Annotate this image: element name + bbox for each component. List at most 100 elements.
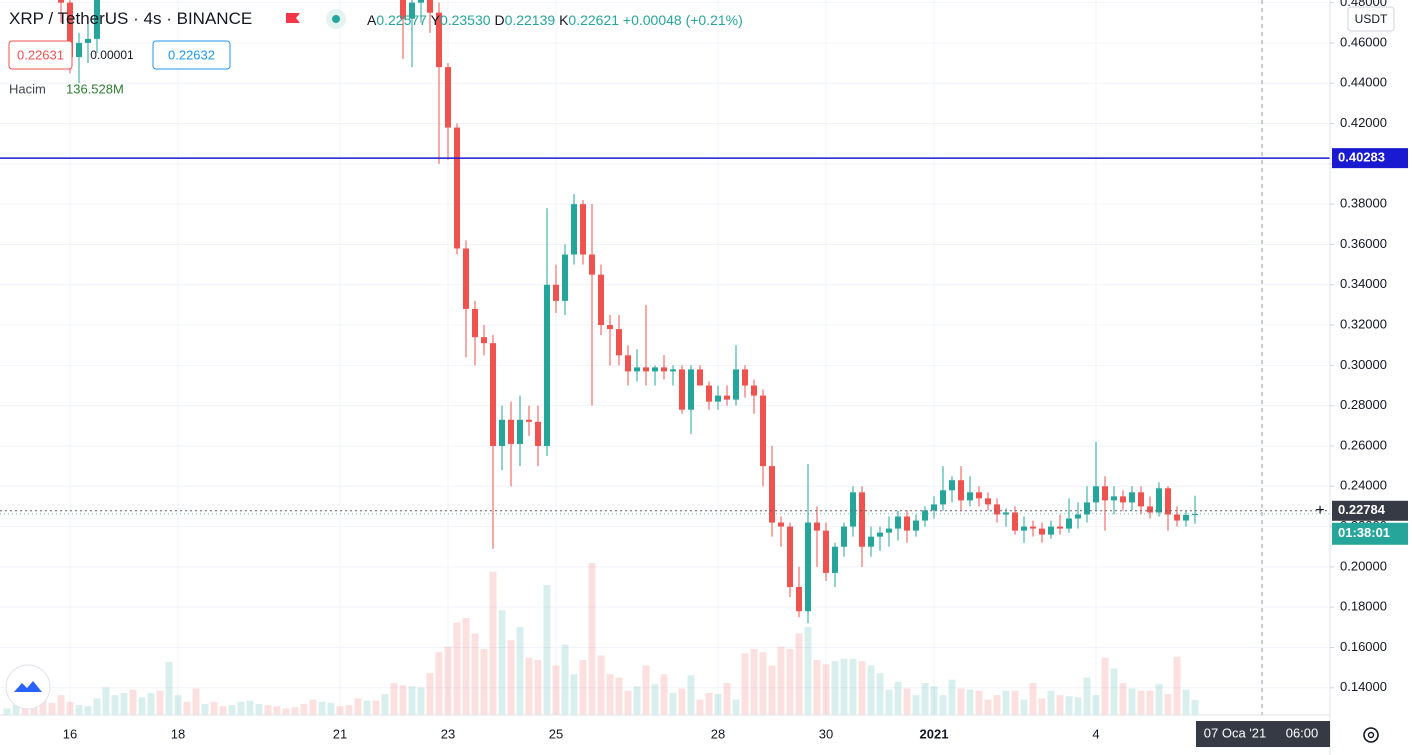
candle-body <box>715 395 721 402</box>
volume-bar <box>426 673 434 715</box>
cursor-date: 07 Oca '21 <box>1204 725 1266 740</box>
x-tick-label: 30 <box>819 726 833 741</box>
volume-bar <box>435 652 443 715</box>
ohlc-letter: A <box>367 12 377 28</box>
volume-bar <box>768 665 776 715</box>
candle-body <box>526 419 532 422</box>
plus-icon: + <box>1315 502 1324 519</box>
candle-body <box>1057 526 1063 529</box>
volume-bar <box>138 697 146 715</box>
status-icon[interactable] <box>332 15 340 23</box>
bid-price: 0.22631 <box>17 47 64 62</box>
volume-bar <box>453 622 461 715</box>
volume-bar <box>336 706 344 715</box>
candle-body <box>409 2 415 19</box>
candle-body <box>751 385 757 396</box>
candle-body <box>742 369 748 386</box>
candle-body <box>418 0 424 3</box>
volume-bar <box>615 677 623 715</box>
countdown-box <box>1332 522 1408 545</box>
volume-bar <box>804 626 812 715</box>
volume-bar <box>795 633 803 715</box>
volume-value: 136.528M <box>66 81 124 96</box>
grid <box>0 0 1330 715</box>
volume-bar <box>885 689 893 715</box>
axes: 0.140000.160000.180000.200000.220000.240… <box>63 0 1408 741</box>
last-price-box <box>1332 500 1408 521</box>
bid-box[interactable] <box>8 40 73 70</box>
volume-bar <box>93 698 101 715</box>
candle-body <box>724 395 730 400</box>
candle-body <box>805 522 811 612</box>
volume-bar <box>498 610 506 715</box>
candle-body <box>679 369 685 410</box>
candle-body <box>454 127 460 249</box>
candle-body <box>994 504 1000 515</box>
flag-icon[interactable] <box>286 13 300 23</box>
volume-bar <box>561 644 569 715</box>
volume-bar <box>957 688 965 715</box>
volume-bar <box>309 699 317 715</box>
volume-bar <box>201 703 209 715</box>
volume-bar <box>516 626 524 715</box>
volume-bar <box>39 698 47 715</box>
volume-title: Hacim <box>9 81 46 96</box>
volume-bar <box>1164 694 1172 715</box>
volume-bar <box>1056 695 1064 715</box>
volume-bar <box>174 695 182 715</box>
volume-bar <box>750 648 758 715</box>
candle-body <box>1147 506 1153 513</box>
volume-bar <box>741 653 749 715</box>
candle-body <box>886 528 892 533</box>
price-unit: USDT <box>1355 12 1388 26</box>
candle-body <box>76 42 82 58</box>
volume-bar <box>723 683 731 715</box>
candle-body <box>670 369 676 372</box>
candle-body <box>814 522 820 531</box>
interval[interactable]: 4s <box>144 9 162 28</box>
volume-bar <box>129 689 137 715</box>
volume-bar <box>903 688 911 715</box>
candle-body <box>562 254 568 301</box>
y-tick-label: 0.36000 <box>1340 236 1387 251</box>
candle-body <box>58 0 64 3</box>
volume-bar <box>939 695 947 715</box>
volume-bar <box>687 675 695 715</box>
volume-bar <box>1011 690 1019 715</box>
unit-box[interactable] <box>1347 6 1395 32</box>
volume-bar <box>1029 683 1037 715</box>
volume-bar <box>651 684 659 715</box>
last-price-label: 0.22784 <box>1338 502 1386 517</box>
y-tick-label: 0.34000 <box>1340 276 1387 291</box>
candle-body <box>769 466 775 523</box>
y-tick-label: 0.32000 <box>1340 316 1387 331</box>
candle-body <box>850 492 856 527</box>
ask-box[interactable] <box>152 40 231 70</box>
volume-bar <box>282 708 290 715</box>
volume-bar <box>147 692 155 715</box>
countdown: 01:38:01 <box>1338 525 1390 540</box>
candle-body <box>1156 488 1162 513</box>
volume-bar <box>1101 657 1109 715</box>
candle-body <box>598 274 604 326</box>
volume-bar <box>1128 688 1136 715</box>
symbol-header: XRP / TetherUS · 4s · BINANCE <box>9 9 252 28</box>
candle-body <box>94 0 100 39</box>
volume-bar <box>372 700 380 715</box>
volume-bar <box>849 658 857 715</box>
candle-body <box>832 546 838 573</box>
volume-bar <box>912 695 920 715</box>
volume-bar <box>219 706 227 715</box>
candle-body <box>778 522 784 527</box>
volume-bar <box>363 700 371 715</box>
candle-body <box>652 367 658 372</box>
volume-bar <box>228 705 236 715</box>
volume-bar <box>867 665 875 715</box>
spread: 0.00001 <box>90 48 134 62</box>
volume-bar <box>1074 697 1082 715</box>
volume-bar <box>408 686 416 715</box>
candle-body <box>787 526 793 588</box>
volume-bar <box>786 648 794 715</box>
settings-icon[interactable] <box>1363 727 1379 743</box>
volume-bar <box>480 648 488 715</box>
